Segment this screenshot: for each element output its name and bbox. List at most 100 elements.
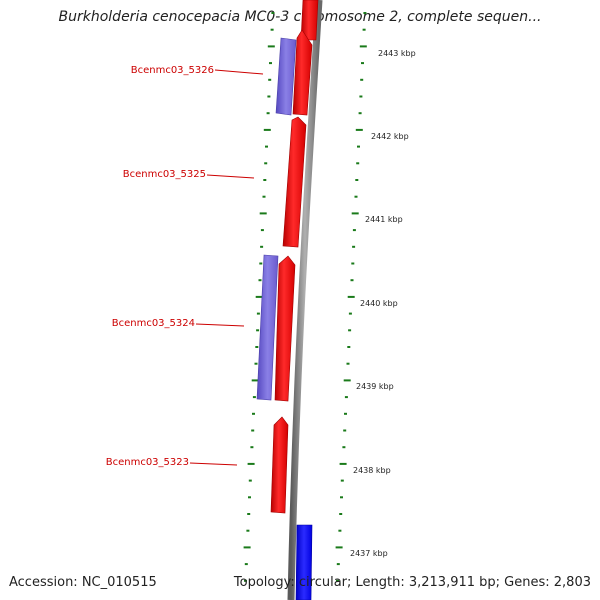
scale-minor-tick — [262, 195, 266, 198]
scale-minor-tick — [266, 112, 270, 115]
scale-minor-tick — [244, 563, 248, 566]
tick-label-2440: 2440 kbp — [360, 299, 398, 308]
scale-minor-tick — [346, 362, 350, 365]
tick-label-2441: 2441 kbp — [365, 215, 403, 224]
scale-minor-tick — [252, 412, 255, 415]
chromosome-backbone — [287, 0, 323, 600]
scale-major-tick — [343, 379, 351, 382]
scale-minor-tick — [338, 529, 342, 532]
scale-minor-tick — [344, 412, 347, 415]
scale-minor-tick — [256, 312, 260, 315]
gene-bcenmc03-5323-feature[interactable] — [270, 416, 289, 514]
scale-major-tick — [355, 128, 363, 131]
scale-minor-tick — [263, 179, 267, 181]
scale-minor-tick — [357, 145, 360, 148]
scale-major-tick — [243, 546, 251, 549]
scale-major-tick — [259, 212, 267, 215]
scale-minor-tick — [363, 12, 367, 14]
scale-minor-tick — [355, 179, 359, 181]
gene-label-bcenmc03-5326[interactable]: Bcenmc03_5326 — [131, 65, 214, 76]
scale-major-tick — [339, 462, 347, 465]
scale-minor-tick — [270, 28, 274, 31]
scale-minor-tick — [259, 262, 263, 265]
scale-minor-tick — [350, 279, 354, 282]
scale-minor-tick — [351, 262, 355, 265]
scale-minor-tick — [340, 479, 344, 482]
scale-minor-tick — [265, 145, 268, 148]
scale-minor-tick — [348, 312, 352, 315]
scale-major-tick — [351, 212, 359, 215]
label-leader-line — [195, 323, 245, 327]
gene-label-bcenmc03-5323[interactable]: Bcenmc03_5323 — [106, 457, 189, 468]
outer-scale-dots — [335, 12, 367, 582]
scale-minor-tick — [260, 245, 264, 248]
scale-minor-tick — [248, 479, 252, 482]
gene-bcenmc03-5324-feature[interactable] — [256, 254, 279, 401]
scale-minor-tick — [361, 62, 364, 65]
scale-minor-tick — [344, 396, 348, 399]
scale-minor-tick — [356, 162, 360, 165]
scale-minor-tick — [347, 346, 351, 348]
gene-bcenmc03-5325-feature[interactable] — [282, 116, 307, 248]
scale-minor-tick — [247, 513, 251, 515]
scale-minor-tick — [255, 346, 259, 348]
scale-minor-tick — [342, 446, 346, 449]
scale-major-tick — [347, 295, 355, 298]
tick-label-2438: 2438 kbp — [353, 466, 391, 475]
scale-minor-tick — [336, 579, 339, 582]
inner-scale-dots — [243, 12, 275, 582]
scale-minor-tick — [248, 496, 251, 499]
scale-minor-tick — [348, 329, 352, 332]
scale-minor-tick — [246, 529, 250, 532]
scale-minor-tick — [359, 95, 363, 98]
scale-minor-tick — [268, 78, 272, 81]
scale-minor-tick — [271, 12, 275, 14]
scale-minor-tick — [362, 28, 366, 31]
label-leader-line — [214, 69, 264, 75]
topology-text: Topology: circular; Length: 3,213,911 bp… — [233, 575, 591, 590]
tick-label-2437: 2437 kbp — [350, 549, 388, 558]
scale-minor-tick — [269, 62, 272, 65]
scale-major-tick — [263, 128, 271, 131]
scale-minor-tick — [343, 429, 347, 432]
scale-minor-tick — [339, 513, 343, 515]
scale-minor-tick — [264, 162, 268, 165]
scale-major-tick — [255, 295, 263, 298]
gene-bcenmc03-5326-feature[interactable] — [275, 37, 297, 116]
scale-minor-tick — [244, 579, 247, 582]
scale-minor-tick — [252, 396, 256, 399]
blue-feature[interactable] — [295, 524, 313, 600]
scale-minor-tick — [260, 229, 264, 232]
scale-minor-tick — [358, 112, 362, 115]
scale-minor-tick — [360, 78, 364, 81]
scale-minor-tick — [250, 446, 254, 449]
scale-major-tick — [247, 462, 255, 465]
scale-minor-tick — [336, 563, 340, 566]
scale-minor-tick — [352, 245, 356, 248]
label-leader-line — [189, 462, 238, 466]
gene-label-bcenmc03-5325[interactable]: Bcenmc03_5325 — [123, 169, 206, 180]
scale-major-tick — [251, 379, 259, 382]
tick-label-2443: 2443 kbp — [378, 49, 416, 58]
gene-bcenmc03-5326-feature[interactable] — [292, 29, 313, 116]
accession-text: Accession: NC_010515 — [9, 575, 157, 590]
gene-label-bcenmc03-5324[interactable]: Bcenmc03_5324 — [112, 318, 195, 329]
scale-minor-tick — [254, 362, 258, 365]
scale-minor-tick — [354, 195, 358, 198]
scale-minor-tick — [256, 329, 260, 332]
scale-minor-tick — [251, 429, 255, 432]
tick-label-2439: 2439 kbp — [356, 382, 394, 391]
scale-major-tick — [267, 45, 275, 48]
scale-minor-tick — [267, 95, 271, 98]
gene-top-feature[interactable] — [300, 0, 319, 41]
gene-bcenmc03-5324-feature[interactable] — [274, 255, 296, 402]
tick-label-2442: 2442 kbp — [371, 132, 409, 141]
map-title: Burkholderia cenocepacia MC0-3 chromosom… — [58, 9, 542, 25]
label-leader-line — [206, 174, 255, 179]
scale-minor-tick — [340, 496, 343, 499]
scale-major-tick — [335, 546, 343, 549]
scale-minor-tick — [352, 229, 356, 232]
scale-minor-tick — [258, 279, 262, 282]
